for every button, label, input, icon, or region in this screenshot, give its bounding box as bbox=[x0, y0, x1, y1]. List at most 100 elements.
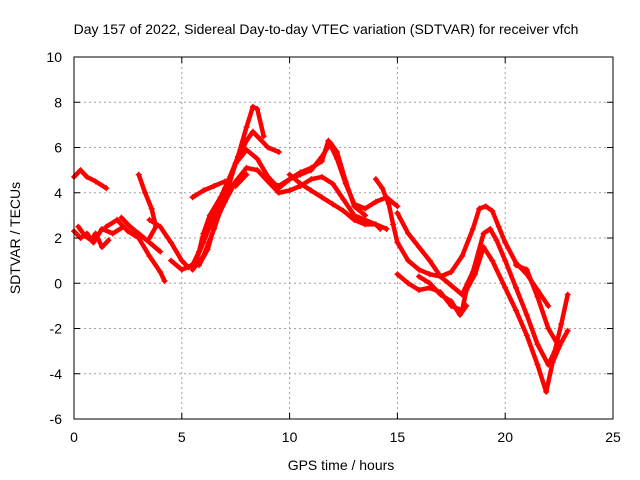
data-point bbox=[415, 266, 422, 273]
data-point bbox=[254, 155, 261, 162]
series-sat-k bbox=[189, 171, 250, 201]
data-point bbox=[362, 221, 369, 228]
data-point bbox=[405, 230, 412, 237]
y-tick-label: -6 bbox=[50, 411, 63, 427]
data-point bbox=[124, 228, 131, 235]
data-point bbox=[211, 182, 218, 189]
y-tick-label: 4 bbox=[54, 185, 62, 201]
data-point bbox=[75, 223, 82, 230]
data-point bbox=[437, 273, 444, 280]
data-point bbox=[308, 164, 315, 171]
data-point bbox=[372, 221, 379, 228]
data-point bbox=[243, 171, 250, 178]
data-point bbox=[426, 257, 433, 264]
data-point bbox=[200, 187, 207, 194]
y-tick-label: -4 bbox=[50, 366, 63, 382]
data-point bbox=[523, 266, 530, 273]
data-point bbox=[308, 187, 315, 194]
data-point bbox=[77, 167, 84, 174]
series-line bbox=[513, 262, 570, 349]
data-point bbox=[92, 178, 99, 185]
data-point bbox=[534, 361, 541, 368]
series-line bbox=[71, 167, 109, 191]
data-point bbox=[286, 171, 293, 178]
data-point bbox=[463, 287, 470, 294]
series-line bbox=[76, 224, 111, 250]
axis-ticks: 0 5 10 15 20 25 -6 -4 -2 0 2 4 6 8 10 bbox=[46, 49, 621, 445]
data-point bbox=[448, 298, 455, 305]
data-point bbox=[558, 320, 565, 327]
data-point bbox=[512, 307, 519, 314]
x-tick-label: 20 bbox=[497, 429, 513, 445]
data-point bbox=[232, 160, 239, 167]
data-point bbox=[260, 133, 267, 140]
data-point bbox=[385, 201, 392, 208]
data-point bbox=[564, 327, 571, 334]
data-point bbox=[297, 169, 304, 176]
data-point bbox=[221, 178, 228, 185]
y-tick-label: 2 bbox=[54, 230, 62, 246]
data-point bbox=[448, 282, 455, 289]
data-point bbox=[383, 225, 390, 232]
data-point bbox=[523, 311, 530, 318]
data-point bbox=[92, 230, 99, 237]
data-point bbox=[480, 230, 487, 237]
data-point bbox=[286, 187, 293, 194]
data-point bbox=[342, 180, 349, 187]
data-point bbox=[469, 225, 476, 232]
data-point bbox=[308, 176, 315, 183]
chart-title: Day 157 of 2022, Sidereal Day-to-day VTE… bbox=[74, 21, 579, 37]
data-point bbox=[456, 311, 463, 318]
data-point bbox=[99, 225, 106, 232]
data-point bbox=[249, 128, 256, 135]
data-point bbox=[265, 178, 272, 185]
data-point bbox=[213, 216, 220, 223]
y-axis-label: SDTVAR / TECUs bbox=[7, 182, 23, 294]
data-point bbox=[325, 137, 332, 144]
data-point bbox=[157, 248, 164, 255]
data-point bbox=[394, 239, 401, 246]
data-point bbox=[523, 332, 530, 339]
data-point bbox=[265, 144, 272, 151]
data-point bbox=[476, 205, 483, 212]
series-sat-e bbox=[118, 214, 164, 255]
data-point bbox=[127, 223, 134, 230]
series-sat-h bbox=[168, 103, 267, 273]
series-sat-p bbox=[394, 244, 565, 395]
series-sat-r bbox=[512, 262, 571, 350]
data-series bbox=[71, 103, 571, 395]
data-point bbox=[340, 196, 347, 203]
data-point bbox=[512, 262, 519, 269]
data-point bbox=[135, 171, 142, 178]
data-point bbox=[256, 135, 263, 142]
data-point bbox=[99, 244, 106, 251]
data-point bbox=[83, 173, 90, 180]
y-tick-label: -2 bbox=[50, 321, 63, 337]
series-line bbox=[168, 104, 266, 272]
series-sat-m bbox=[286, 171, 384, 232]
data-point bbox=[200, 230, 207, 237]
data-point bbox=[148, 205, 155, 212]
data-point bbox=[146, 253, 153, 260]
data-point bbox=[318, 173, 325, 180]
series-sat-g bbox=[146, 128, 282, 271]
data-point bbox=[415, 273, 422, 280]
data-point bbox=[487, 225, 494, 232]
data-point bbox=[405, 257, 412, 264]
data-point bbox=[351, 201, 358, 208]
data-point bbox=[275, 189, 282, 196]
data-point bbox=[168, 257, 175, 264]
series-line bbox=[190, 172, 249, 200]
data-point bbox=[243, 146, 250, 153]
data-point bbox=[534, 293, 541, 300]
data-point bbox=[275, 149, 282, 156]
series-sat-n bbox=[372, 176, 552, 309]
data-point bbox=[178, 257, 185, 264]
series-sat-c bbox=[75, 223, 112, 251]
x-tick-label: 0 bbox=[70, 429, 78, 445]
y-tick-label: 6 bbox=[54, 140, 62, 156]
data-point bbox=[394, 271, 401, 278]
data-point bbox=[390, 221, 397, 228]
data-point bbox=[118, 214, 125, 221]
data-point bbox=[329, 201, 336, 208]
